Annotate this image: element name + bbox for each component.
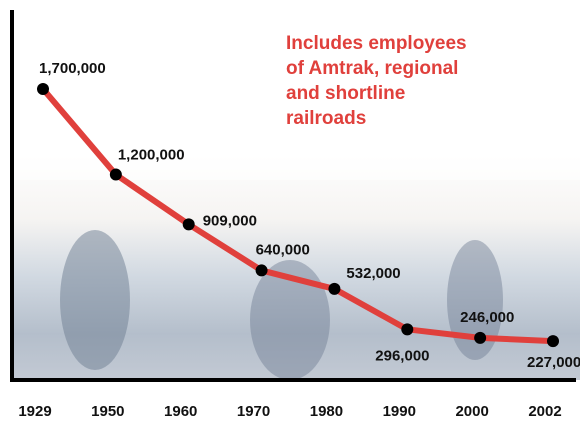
x-tick-label: 1929 bbox=[18, 403, 51, 420]
x-tick-label: 1950 bbox=[91, 403, 124, 420]
data-point bbox=[401, 323, 413, 335]
data-label: 1,200,000 bbox=[118, 147, 185, 164]
data-point bbox=[256, 264, 268, 276]
data-point bbox=[37, 83, 49, 95]
x-tick-label: 1960 bbox=[164, 403, 197, 420]
x-tick-label: 1980 bbox=[310, 403, 343, 420]
data-point bbox=[110, 169, 122, 181]
x-tick-label: 2000 bbox=[455, 403, 488, 420]
annotation-line: and shortline bbox=[286, 83, 405, 104]
annotation-line: Includes employees bbox=[286, 33, 467, 54]
annotation-line: railroads bbox=[286, 108, 366, 129]
chart: Includes employees of Amtrak, regional and… bbox=[0, 0, 580, 434]
data-label: 296,000 bbox=[375, 347, 429, 364]
data-label: 532,000 bbox=[346, 265, 400, 282]
annotation-line: of Amtrak, regional bbox=[286, 58, 458, 79]
data-label: 1,700,000 bbox=[39, 60, 106, 77]
data-label: 227,000 bbox=[527, 354, 580, 371]
data-point bbox=[474, 332, 486, 344]
photo-figure bbox=[60, 230, 130, 370]
data-label: 246,000 bbox=[460, 309, 514, 326]
data-label: 640,000 bbox=[256, 241, 310, 258]
data-point bbox=[183, 218, 195, 230]
photo-figure bbox=[447, 240, 503, 360]
x-tick-label: 2002 bbox=[528, 403, 561, 420]
x-tick-label: 1990 bbox=[383, 403, 416, 420]
data-point bbox=[547, 335, 559, 347]
data-point bbox=[328, 283, 340, 295]
data-label: 909,000 bbox=[203, 212, 257, 229]
x-tick-label: 1970 bbox=[237, 403, 270, 420]
